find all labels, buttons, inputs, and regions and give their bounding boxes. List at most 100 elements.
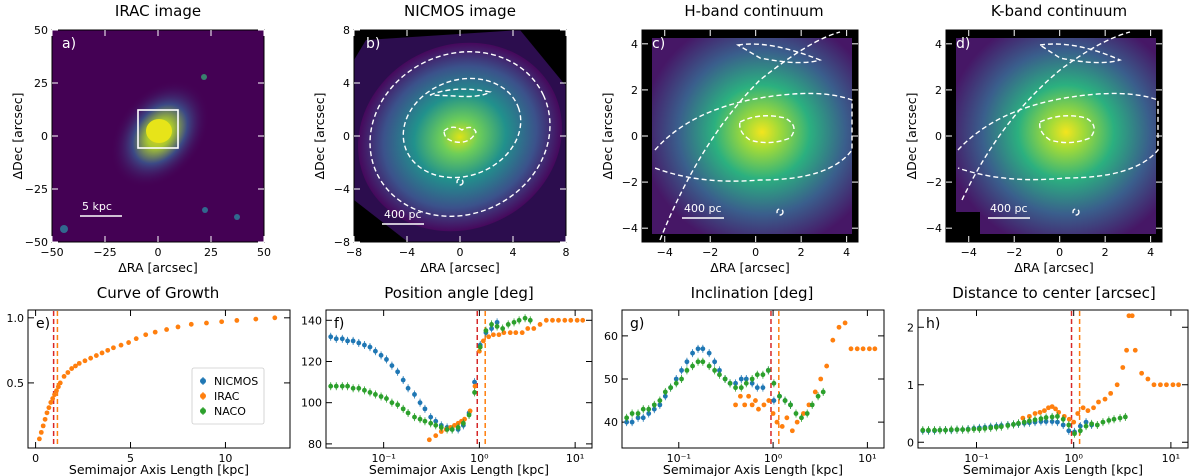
point-f-naco-32 (505, 322, 511, 327)
point-f-naco-4 (350, 385, 356, 391)
point-h-nicmos-28 (1077, 423, 1083, 429)
point-f-irac-22 (537, 322, 543, 327)
point-f-irac-27 (568, 317, 574, 323)
point-g-naco-23 (749, 376, 755, 382)
point-g-naco-36 (820, 389, 826, 395)
point-h-naco-5 (948, 427, 954, 432)
point-g-naco-13 (695, 359, 701, 365)
point-h-irac-31 (1176, 382, 1181, 388)
point-f-naco-21 (444, 427, 450, 432)
point-g-irac-6 (756, 406, 761, 412)
point-e-irac-19 (93, 353, 99, 358)
title-c: H-band continuum (684, 2, 823, 20)
point-f-irac-14 (490, 332, 496, 338)
point-f-naco-5 (356, 385, 362, 391)
point-h-naco-7 (960, 427, 966, 432)
point-h-naco-10 (976, 426, 982, 432)
point-f-naco-33 (511, 319, 517, 325)
point-g-nicmos-23 (749, 380, 755, 386)
point-f-nicmos-17 (422, 406, 428, 412)
title-g: Inclination [deg] (691, 284, 814, 302)
point-e-irac-3 (42, 416, 48, 422)
point-f-nicmos-11 (389, 363, 395, 369)
point-h-naco-11 (982, 426, 988, 431)
label-c: c) (652, 36, 665, 52)
point-e-irac-2 (40, 423, 46, 429)
point-h-naco-29 (1083, 423, 1089, 429)
point-g-irac-22 (842, 320, 848, 326)
point-h-naco-17 (1016, 420, 1021, 426)
point-e-irac-20 (99, 350, 105, 356)
xtick-label-e-1: 5 (127, 452, 134, 465)
point-g-irac-5 (753, 398, 758, 403)
xtick-label-c-2: 0 (752, 246, 759, 259)
point-f-naco-20 (438, 425, 444, 430)
xtick-label-b-0: −8 (346, 246, 362, 259)
point-g-irac-1 (737, 393, 743, 399)
point-e-irac-15 (73, 363, 78, 369)
point-h-irac-25 (1139, 370, 1145, 376)
point-e-irac-35 (272, 315, 278, 321)
ytick-label-b-4: 8 (343, 24, 350, 37)
point-g-irac-3 (746, 393, 752, 399)
xtick-label-d-4: 4 (1147, 246, 1154, 259)
point-f-naco-13 (400, 406, 406, 412)
point-f-nicmos-1 (333, 336, 339, 342)
label-b: b) (366, 36, 380, 52)
xlabel-a: ΔRA [arcsec] (118, 260, 197, 275)
point-e-irac-7 (50, 396, 56, 401)
point-f-nicmos-4 (350, 338, 356, 344)
point-f-irac-24 (550, 317, 555, 323)
point-h-naco-28 (1077, 428, 1083, 434)
ytick-label-c-1: −2 (622, 176, 638, 189)
point-f-naco-34 (516, 317, 522, 323)
point-h-irac-6 (1049, 404, 1055, 409)
point-f-nicmos-19 (433, 418, 439, 424)
label-d: d) (956, 36, 970, 52)
point-g-nicmos-16 (712, 359, 718, 365)
point-e-irac-12 (61, 373, 67, 379)
point-g-irac-23 (848, 346, 854, 352)
xtick-label-g-0: 10⁻¹ (667, 452, 691, 465)
point-g-irac-10 (774, 419, 780, 425)
point-h-naco-15 (1005, 423, 1011, 428)
point-g-naco-14 (700, 359, 706, 365)
point-h-irac-17 (1102, 396, 1108, 402)
point-g-naco-4 (646, 406, 652, 412)
point-e-irac-4 (44, 410, 50, 416)
point-g-nicmos-4 (646, 411, 652, 416)
xtick-label-h-1: 10⁰ (1064, 452, 1083, 465)
point-h-naco-3 (937, 427, 943, 433)
point-g-irac-20 (830, 337, 836, 343)
point-g-nicmos-12 (690, 350, 695, 356)
point-h-irac-7 (1053, 406, 1058, 412)
point-h-irac-5 (1046, 405, 1051, 411)
xtick-label-e-2: 10 (218, 452, 232, 465)
point-h-irac-2 (1032, 411, 1038, 416)
xtick-label-g-1: 10⁰ (764, 452, 783, 465)
xlabel-g: Semimajor Axis Length [kpc] (663, 462, 843, 476)
xlabel-b: ΔRA [arcsec] (420, 260, 499, 275)
label-g: g) (630, 316, 644, 332)
ytick-label-a-1: −25 (25, 183, 48, 196)
point-f-irac-15 (496, 332, 502, 338)
point-f-naco-12 (395, 402, 401, 408)
ytick-label-a-3: 25 (34, 77, 48, 90)
point-h-nicmos-26 (1066, 428, 1072, 434)
point-f-nicmos-9 (378, 352, 384, 358)
point-f-irac-1 (433, 433, 439, 439)
point-h-naco-12 (988, 425, 994, 431)
ytick-label-b-3: 4 (343, 77, 350, 90)
point-e-irac-34 (253, 316, 259, 322)
point-g-naco-11 (684, 367, 690, 373)
point-h-naco-26 (1066, 422, 1072, 428)
point-e-irac-32 (219, 319, 225, 325)
point-f-naco-36 (527, 317, 533, 323)
point-g-nicmos-6 (657, 402, 663, 408)
point-g-naco-21 (738, 385, 744, 391)
xtick-label-c-1: −2 (702, 246, 718, 259)
point-f-irac-29 (580, 317, 586, 323)
point-g-naco-24 (754, 372, 760, 378)
point-e-irac-26 (143, 332, 149, 338)
point-g-naco-18 (722, 376, 728, 382)
